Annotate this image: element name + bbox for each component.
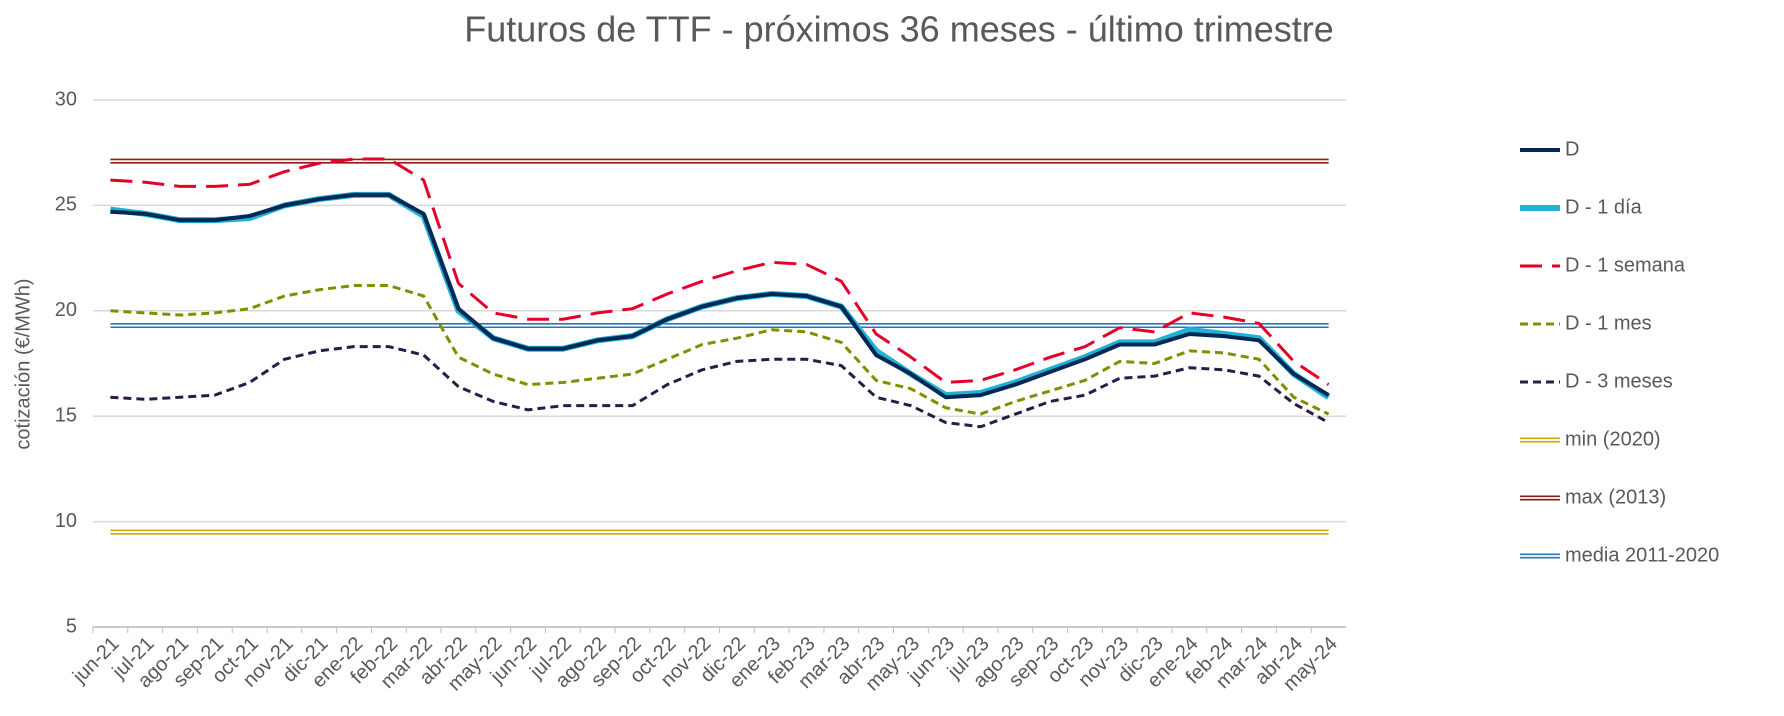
y-tick-label: 5 [66,615,77,637]
y-tick-label: 10 [55,510,77,532]
y-tick-label: 25 [55,194,77,216]
legend-label: D - 3 meses [1565,370,1673,392]
legend-label: D - 1 semana [1565,254,1686,276]
series-line [110,157,1330,386]
series-line [110,192,1330,400]
legend-label: media 2011-2020 [1565,544,1719,566]
legend-label: D [1565,138,1579,160]
y-tick-label: 20 [55,299,77,321]
series-line [110,345,1330,429]
y-tick-label: 15 [55,404,77,426]
series-line [110,191,1331,400]
legend-label: max (2013) [1565,486,1666,508]
chart-title: Futuros de TTF - próximos 36 meses - últ… [464,9,1334,50]
y-tick-label: 30 [55,88,77,110]
y-axis-label: cotización (€/MWh) [12,278,34,449]
legend-label: min (2020) [1565,428,1661,450]
legend-label: D - 1 mes [1565,312,1652,334]
legend-label: D - 1 día [1565,196,1643,218]
